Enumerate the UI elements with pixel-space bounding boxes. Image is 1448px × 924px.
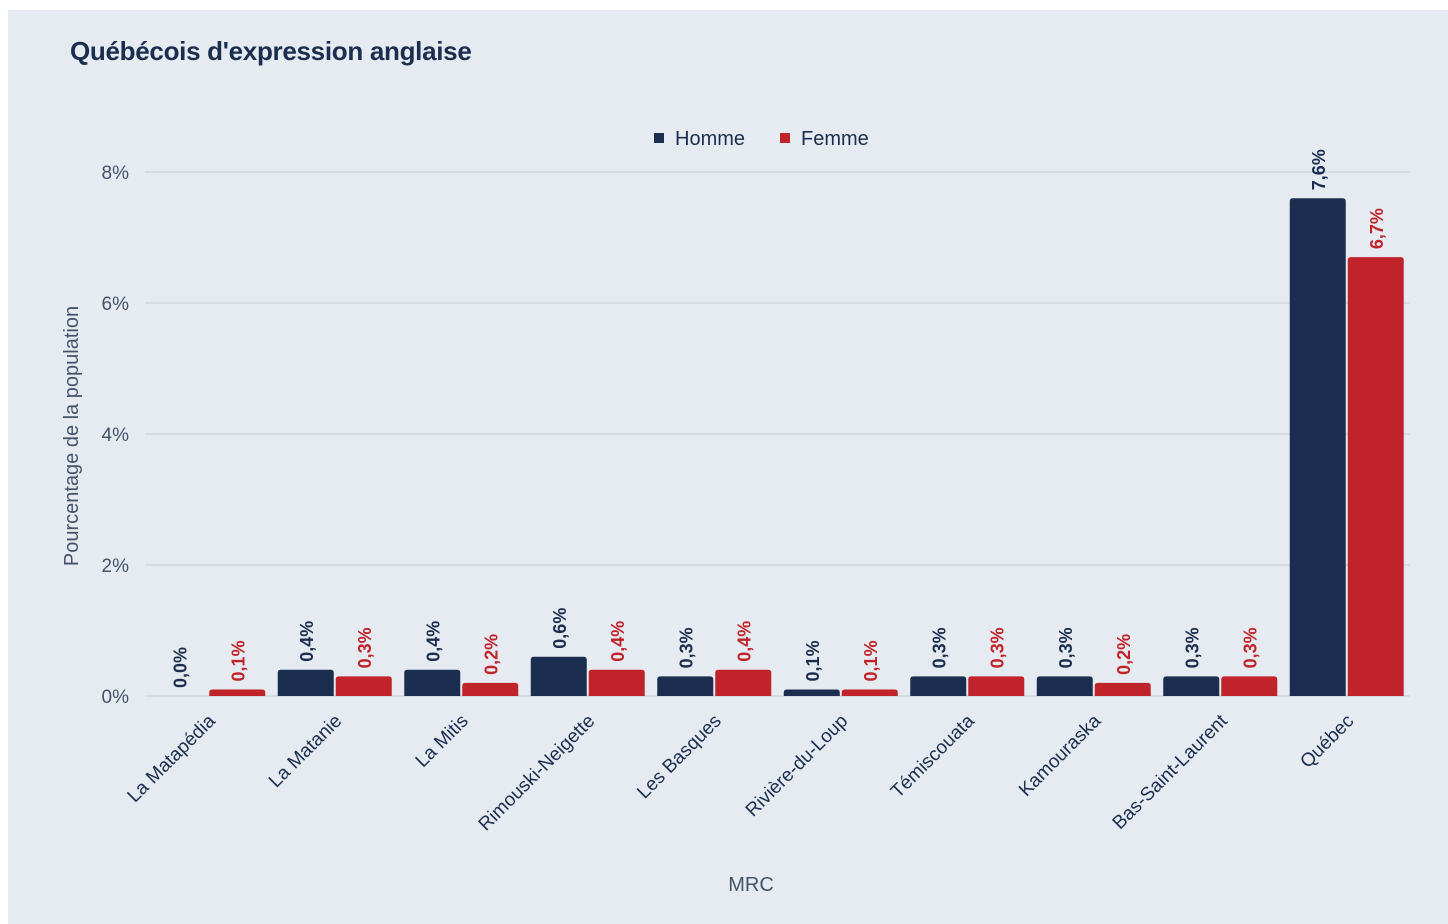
data-label-homme: 0,4% (423, 621, 443, 662)
data-label-femme: 0,3% (987, 627, 1007, 668)
data-label-homme: 0,3% (676, 627, 696, 668)
bar-homme (277, 669, 334, 696)
data-label-femme: 0,3% (1240, 627, 1260, 668)
x-tick-label: Rivière-du-Loup (742, 711, 852, 821)
bar-homme (1036, 676, 1093, 696)
x-tick-label: Bas-Saint-Laurent (1109, 710, 1233, 834)
data-label-femme: 0,4% (608, 621, 628, 662)
bar-homme (404, 669, 461, 696)
legend-swatch-femme (780, 133, 790, 143)
x-axis-title: MRC (728, 874, 774, 896)
x-tick-label: Témiscouata (887, 710, 979, 802)
bar-chart: 0% 2% 4% 6% 8% Pourcentage de la population MR… (61, 128, 1410, 896)
x-tick-label: La Matanie (265, 711, 346, 792)
data-label-femme: 0,2% (1114, 634, 1134, 675)
y-tick-label: 8% (102, 163, 130, 184)
y-axis-title: Pourcentage de la population (61, 306, 83, 566)
bar-femme (1094, 682, 1151, 696)
data-label-femme: 6,7% (1367, 208, 1387, 249)
bar-homme (1163, 676, 1220, 696)
x-tick-label: La Mitis (412, 711, 473, 772)
data-label-homme: 0,4% (297, 621, 317, 662)
data-label-homme: 0,3% (1182, 627, 1202, 668)
bar-femme (715, 669, 772, 696)
data-label-homme: 0,0% (170, 647, 190, 688)
x-tick-label: Québec (1296, 711, 1358, 773)
bar-femme (335, 676, 392, 696)
chart-card: Québécois d'expression anglaise 0% 2% 4% 6%… (8, 10, 1448, 924)
bar-femme (1221, 676, 1278, 696)
data-label-homme: 0,1% (803, 640, 823, 681)
y-tick-label: 4% (102, 425, 130, 446)
bar-homme (910, 676, 967, 696)
y-tick-label: 6% (102, 294, 130, 315)
data-label-homme: 0,3% (1056, 627, 1076, 668)
data-label-homme: 0,3% (929, 627, 949, 668)
bar-femme (209, 689, 266, 696)
x-tick-label: Les Basques (633, 711, 726, 804)
legend-label-homme: Homme (675, 128, 745, 150)
data-label-femme: 0,3% (355, 627, 375, 668)
bar-femme (462, 682, 519, 696)
data-label-femme: 0,2% (481, 634, 501, 675)
data-label-femme: 0,1% (228, 640, 248, 681)
data-label-femme: 0,1% (861, 640, 881, 681)
bar-femme (968, 676, 1025, 696)
bar-femme (1347, 257, 1404, 696)
legend-swatch-homme (654, 133, 664, 143)
bar-femme (841, 689, 898, 696)
data-label-homme: 0,6% (550, 608, 570, 649)
bar-homme (657, 676, 714, 696)
data-label-femme: 0,4% (734, 621, 754, 662)
y-tick-label: 0% (102, 687, 130, 708)
x-tick-label: Rimouski-Neigette (475, 711, 600, 836)
bar-homme (1289, 198, 1346, 696)
x-tick-label: Kamouraska (1015, 710, 1106, 801)
x-tick-label: La Matapédia (124, 710, 221, 807)
bar-femme (588, 669, 645, 696)
y-tick-label: 2% (102, 556, 130, 577)
legend-label-femme: Femme (801, 128, 869, 150)
chart-title: Québécois d'expression anglaise (70, 36, 472, 66)
bar-homme (530, 656, 587, 696)
bar-homme (783, 689, 840, 696)
data-label-homme: 7,6% (1309, 149, 1329, 190)
